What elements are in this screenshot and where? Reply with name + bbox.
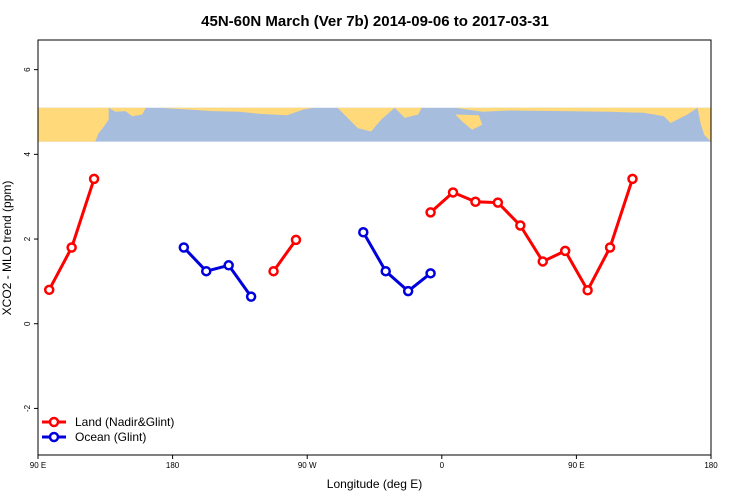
y-tick-label: 0 bbox=[23, 321, 32, 326]
land-shape bbox=[38, 107, 109, 142]
legend-marker-land bbox=[48, 416, 60, 428]
x-tick-label: 180 bbox=[166, 461, 180, 470]
data-point-land bbox=[66, 242, 77, 253]
data-point-land bbox=[537, 256, 548, 267]
data-point-land bbox=[559, 245, 571, 257]
data-point-land bbox=[627, 173, 638, 185]
y-axis-label: XCO2 - MLO trend (ppm) bbox=[0, 181, 14, 316]
series-line-land bbox=[429, 178, 634, 292]
y-tick-label: 2 bbox=[23, 236, 32, 241]
legend: Land (Nadir&Glint) Ocean (Glint) bbox=[42, 415, 174, 444]
data-point-land bbox=[425, 207, 436, 218]
data-point-ocean bbox=[178, 242, 190, 253]
land-shape bbox=[455, 114, 483, 130]
x-tick-label: 180 bbox=[704, 461, 718, 470]
y-tick-label: 4 bbox=[23, 152, 32, 157]
x-tick-label: 0 bbox=[440, 461, 445, 470]
land-shape bbox=[455, 107, 698, 123]
data-point-ocean bbox=[358, 227, 369, 238]
data-point-ocean bbox=[425, 268, 436, 279]
data-point-ocean bbox=[380, 265, 391, 277]
y-tick-label: 6 bbox=[23, 67, 32, 72]
land-shape bbox=[697, 107, 711, 142]
data-point-ocean bbox=[201, 265, 212, 277]
series-line-ocean bbox=[362, 231, 432, 293]
land-shape bbox=[337, 107, 395, 132]
chart-title: 45N-60N March (Ver 7b) 2014-09-06 to 201… bbox=[201, 13, 549, 30]
data-point-land bbox=[43, 284, 55, 296]
y-tick-label: -2 bbox=[23, 404, 32, 412]
data-point-ocean bbox=[402, 285, 414, 297]
data-point-land bbox=[470, 196, 481, 208]
world-map-band bbox=[38, 107, 711, 142]
data-point-land bbox=[604, 242, 616, 253]
land-shape bbox=[159, 107, 314, 116]
series-line-land bbox=[272, 239, 298, 273]
data-point-land bbox=[88, 173, 100, 185]
data-point-land bbox=[290, 234, 302, 246]
x-tick-label: 90 W bbox=[298, 461, 317, 470]
series-line-ocean bbox=[182, 246, 253, 298]
x-tick-label: 90 E bbox=[30, 461, 46, 470]
data-point-land bbox=[447, 187, 459, 198]
x-axis: 90 E 180 90 W 0 90 E 180 bbox=[30, 455, 718, 470]
y-axis: -2 0 2 4 6 bbox=[23, 67, 38, 412]
x-axis-label: Longitude (deg E) bbox=[327, 477, 422, 491]
data-point-ocean bbox=[245, 291, 257, 302]
x-tick-label: 90 E bbox=[568, 461, 584, 470]
data-point-land bbox=[582, 285, 593, 296]
land-shape bbox=[394, 107, 422, 118]
series-line-land bbox=[47, 178, 96, 291]
legend-marker-ocean bbox=[48, 431, 60, 443]
data-point-ocean bbox=[223, 260, 234, 271]
data-point-land bbox=[515, 220, 526, 231]
series-layer bbox=[43, 173, 638, 302]
legend-label-ocean: Ocean (Glint) bbox=[75, 430, 146, 444]
land-shape bbox=[108, 107, 146, 117]
plot-frame bbox=[37, 39, 712, 456]
data-point-land bbox=[492, 197, 504, 208]
data-point-land bbox=[268, 265, 279, 277]
legend-label-land: Land (Nadir&Glint) bbox=[75, 415, 174, 429]
